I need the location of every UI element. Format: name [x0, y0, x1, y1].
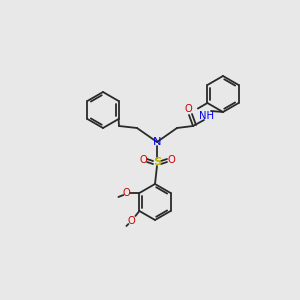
- Text: O: O: [167, 155, 175, 165]
- Text: N: N: [153, 137, 161, 147]
- Text: O: O: [122, 188, 130, 198]
- Text: O: O: [128, 216, 135, 226]
- Text: O: O: [139, 155, 147, 165]
- Text: O: O: [184, 104, 192, 114]
- Text: S: S: [153, 157, 161, 167]
- Text: NH: NH: [200, 111, 214, 121]
